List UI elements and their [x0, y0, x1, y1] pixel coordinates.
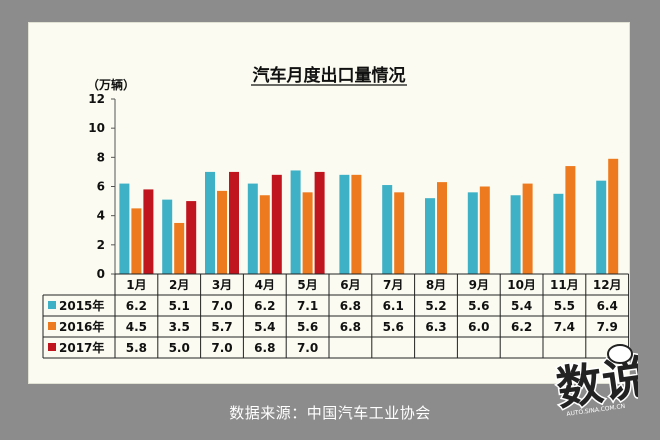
bar-2016年-4月	[259, 195, 270, 274]
category-label: 9月	[469, 278, 489, 292]
category-label: 5月	[297, 278, 317, 292]
bar-2016年-8月	[437, 182, 447, 274]
bar-2015年-7月	[382, 185, 393, 274]
speech-bubble-icon	[607, 344, 633, 364]
data-label: 6.0	[468, 320, 489, 334]
y-tick-label: 2	[97, 238, 105, 252]
data-label: 5.6	[383, 320, 404, 334]
bar-2015年-10月	[510, 195, 521, 274]
bar-2015年-9月	[467, 192, 478, 274]
bar-2016年-10月	[522, 183, 533, 274]
y-axis-label: （万辆）	[87, 77, 135, 92]
data-label: 6.2	[511, 320, 532, 334]
bar-2015年-2月	[162, 199, 173, 274]
data-label: 5.8	[126, 341, 147, 355]
bar-2016年-3月	[217, 190, 227, 274]
data-label: 6.4	[597, 299, 618, 313]
data-label: 5.4	[511, 299, 532, 313]
data-label: 6.2	[254, 299, 275, 313]
bar-2016年-5月	[302, 192, 313, 274]
legend-swatch-2015年	[48, 301, 56, 309]
data-label: 3.5	[169, 320, 190, 334]
category-label: 6月	[340, 278, 360, 292]
bar-2016年-2月	[174, 222, 185, 274]
bar-2017年-5月	[314, 171, 325, 274]
legend-label: 2017年	[59, 340, 104, 355]
chart-title: 汽车月度出口量情况	[253, 65, 406, 86]
source-note: 数据来源：中国汽车工业协会	[229, 404, 431, 422]
bar-2016年-6月	[351, 174, 362, 274]
data-label: 7.9	[597, 320, 618, 334]
data-label: 6.8	[254, 341, 275, 355]
y-tick-label: 12	[88, 92, 105, 106]
y-tick-label: 10	[88, 121, 105, 135]
data-label: 5.4	[254, 320, 275, 334]
data-label: 5.6	[468, 299, 489, 313]
data-label: 5.0	[169, 341, 190, 355]
bar-2015年-12月	[596, 180, 607, 274]
data-label: 5.7	[211, 320, 232, 334]
bar-2016年-1月	[131, 208, 142, 274]
legend-label: 2016年	[59, 319, 104, 334]
data-label: 5.6	[297, 320, 318, 334]
data-label: 5.1	[169, 299, 190, 313]
category-label: 11月	[550, 278, 579, 292]
bar-2017年-4月	[271, 174, 282, 274]
bar-2016年-11月	[565, 166, 576, 274]
bar-2015年-1月	[119, 183, 130, 274]
bar-chart: 汽车月度出口量情况 （万辆） 0 2 4 6 8 10 12 1月 2月 3月 4月 5月 6月 7月 8月 9月…	[42, 65, 629, 359]
bar-2015年-4月	[247, 183, 258, 274]
y-tick-label: 4	[97, 209, 105, 223]
data-label: 6.3	[425, 320, 446, 334]
data-label: 6.2	[126, 299, 147, 313]
legend-label: 2015年	[59, 298, 104, 313]
category-label: 12月	[593, 278, 622, 292]
data-label: 6.8	[340, 299, 361, 313]
bar-2017年-2月	[186, 201, 197, 274]
shuoshuo-logo: 数说 AUTO.SINA.COM.CN	[552, 344, 638, 418]
category-label: 8月	[426, 278, 446, 292]
chart-panel: 汽车月度出口量情况 （万辆） 0 2 4 6 8 10 12 1月 2月 3月 4月 5月 6月 7月 8月 9月…	[28, 22, 630, 384]
bar-2015年-11月	[553, 193, 564, 274]
data-label: 7.4	[554, 320, 575, 334]
data-label: 7.0	[297, 341, 318, 355]
data-label: 7.0	[211, 341, 232, 355]
data-label: 6.1	[383, 299, 404, 313]
data-label: 7.0	[211, 299, 232, 313]
data-label: 6.8	[340, 320, 361, 334]
bar-2016年-12月	[608, 158, 619, 274]
y-tick-label: 8	[97, 150, 105, 164]
bar-2015年-8月	[425, 198, 435, 274]
bar-2016年-9月	[479, 186, 490, 274]
category-label: 2月	[169, 278, 189, 292]
legend-swatch-2016年	[48, 322, 56, 330]
y-tick-label: 0	[97, 267, 105, 281]
bar-2017年-3月	[229, 171, 239, 274]
category-label: 7月	[383, 278, 403, 292]
y-tick-label: 6	[97, 180, 105, 194]
data-label: 5.2	[425, 299, 446, 313]
bar-2015年-6月	[339, 174, 350, 274]
bar-2017年-1月	[143, 189, 154, 274]
category-label: 3月	[212, 278, 232, 292]
data-label: 4.5	[126, 320, 147, 334]
bar-2016年-7月	[394, 192, 405, 274]
category-label: 10月	[507, 278, 536, 292]
category-label: 4月	[255, 278, 275, 292]
category-label: 1月	[126, 278, 146, 292]
bar-2015年-5月	[290, 170, 301, 274]
data-label: 7.1	[297, 299, 318, 313]
bar-2015年-3月	[205, 171, 215, 274]
legend-swatch-2017年	[48, 343, 56, 351]
data-label: 5.5	[554, 299, 575, 313]
